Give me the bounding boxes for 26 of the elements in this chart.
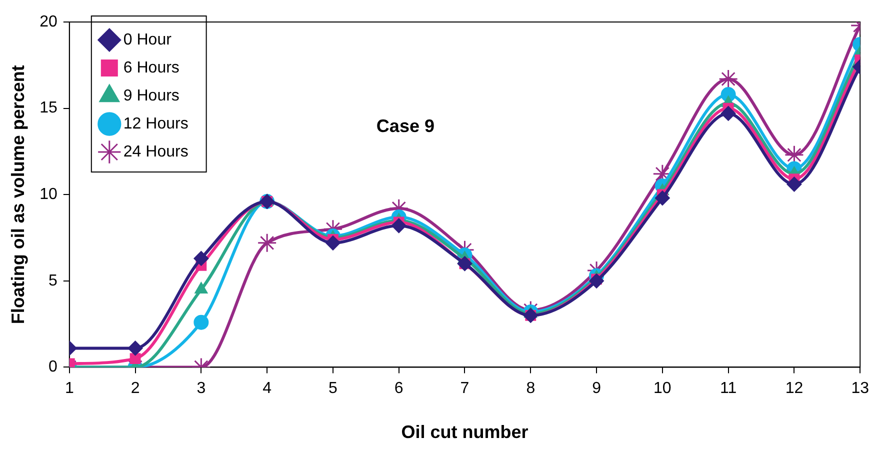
y-tick-label: 15 [40, 100, 58, 117]
x-tick-label: 1 [64, 380, 74, 398]
x-tick-label: 13 [851, 380, 870, 398]
legend-label: 6 Hours [123, 59, 180, 76]
x-tick-label: 2 [130, 380, 140, 398]
x-tick-label: 4 [262, 380, 272, 398]
legend-label: 9 Hours [123, 87, 180, 104]
legend-label: 0 Hour [123, 31, 172, 48]
x-tick-label: 5 [328, 380, 338, 398]
y-tick-label: 10 [40, 186, 58, 204]
text: Case 9 [376, 116, 434, 136]
x-tick-label: 9 [592, 380, 602, 398]
y-tick-label: 5 [48, 272, 58, 290]
legend-label: 12 Hours [123, 115, 188, 132]
x-tick-label: 7 [460, 380, 470, 398]
y-axis-title: Floating oil as volume percent [8, 65, 28, 324]
x-tick-label: 10 [654, 380, 672, 398]
y-tick-label: 0 [48, 358, 58, 376]
y-tick-label: 20 [40, 13, 58, 30]
x-tick-label: 12 [785, 380, 804, 398]
x-tick-label: 11 [720, 380, 737, 398]
x-axis-title: Oil cut number [401, 422, 528, 442]
x-tick-label: 6 [394, 380, 404, 398]
x-tick-label: 3 [196, 380, 206, 398]
legend-label: 24 Hours [123, 143, 188, 160]
x-tick-label: 8 [526, 380, 536, 398]
